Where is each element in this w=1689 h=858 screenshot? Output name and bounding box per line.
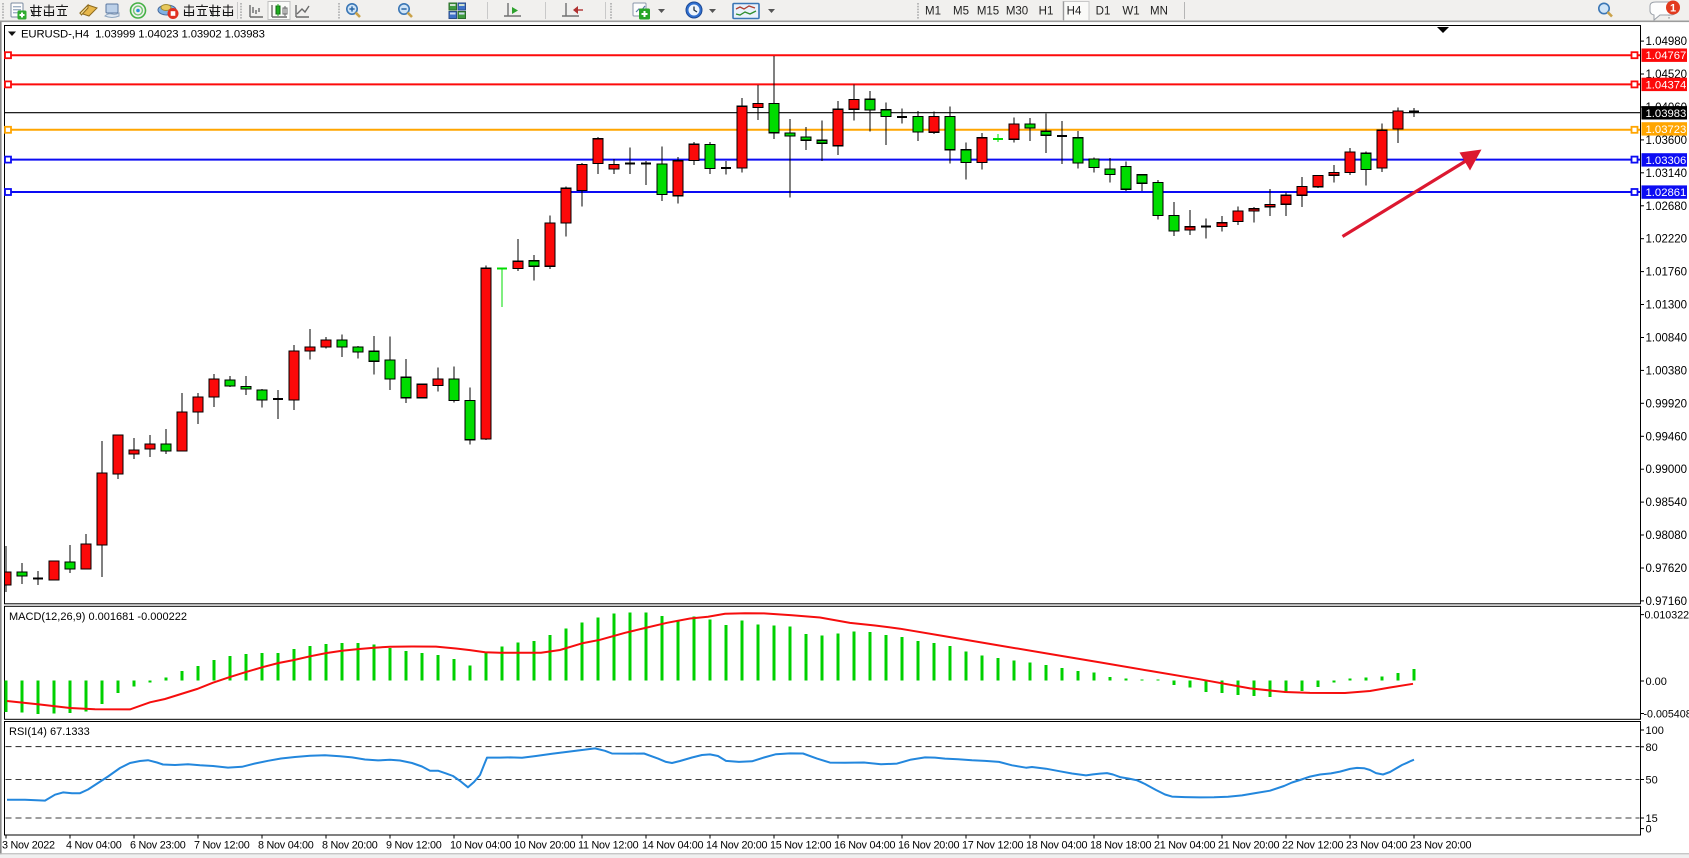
svg-text:1.01300: 1.01300	[1646, 300, 1688, 312]
svg-text:16 Nov 20:00: 16 Nov 20:00	[898, 840, 959, 852]
svg-text:0.99000: 0.99000	[1646, 464, 1688, 476]
svg-text:50: 50	[1646, 775, 1658, 787]
svg-text:0.00: 0.00	[1646, 676, 1667, 688]
svg-text:10 Nov 20:00: 10 Nov 20:00	[514, 840, 575, 852]
svg-text:EURUSD-,H4 1.03999 1.04023 1.: EURUSD-,H4 1.03999 1.04023 1.03902 1.039…	[21, 29, 265, 41]
svg-text:23 Nov 20:00: 23 Nov 20:00	[1410, 840, 1471, 852]
svg-text:22 Nov 12:00: 22 Nov 12:00	[1282, 840, 1343, 852]
svg-text:0.98080: 0.98080	[1646, 530, 1688, 542]
svg-text:4 Nov 04:00: 4 Nov 04:00	[66, 840, 122, 852]
svg-text:W1: W1	[1122, 6, 1139, 18]
svg-text:15 Nov 12:00: 15 Nov 12:00	[770, 840, 831, 852]
svg-text:21 Nov 20:00: 21 Nov 20:00	[1218, 840, 1279, 852]
svg-text:MN: MN	[1150, 6, 1168, 18]
svg-text:1.03306: 1.03306	[1646, 155, 1687, 167]
svg-text:17 Nov 12:00: 17 Nov 12:00	[962, 840, 1023, 852]
svg-text:0.97160: 0.97160	[1646, 596, 1688, 608]
svg-text:1.03983: 1.03983	[1646, 108, 1687, 120]
svg-text:H1: H1	[1039, 6, 1054, 18]
svg-text:1.02220: 1.02220	[1646, 234, 1688, 246]
svg-text:M1: M1	[925, 6, 941, 18]
svg-text:14 Nov 04:00: 14 Nov 04:00	[642, 840, 703, 852]
svg-text:10 Nov 04:00: 10 Nov 04:00	[450, 840, 511, 852]
svg-text:RSI(14) 67.1333: RSI(14) 67.1333	[9, 726, 90, 738]
svg-text:100: 100	[1646, 725, 1664, 737]
svg-text:1.02680: 1.02680	[1646, 201, 1688, 213]
svg-text:M15: M15	[977, 6, 999, 18]
svg-text:M5: M5	[953, 6, 969, 18]
svg-text:23 Nov 04:00: 23 Nov 04:00	[1346, 840, 1407, 852]
svg-text:9 Nov 12:00: 9 Nov 12:00	[386, 840, 442, 852]
svg-text:15: 15	[1646, 813, 1658, 825]
svg-text:1.04374: 1.04374	[1646, 79, 1687, 91]
svg-text:8 Nov 04:00: 8 Nov 04:00	[258, 840, 314, 852]
svg-text:1.04767: 1.04767	[1646, 50, 1687, 62]
svg-text:-0.005408: -0.005408	[1644, 709, 1689, 721]
svg-text:1.03140: 1.03140	[1646, 168, 1688, 180]
svg-text:1.04980: 1.04980	[1646, 36, 1688, 48]
svg-text:18 Nov 18:00: 18 Nov 18:00	[1090, 840, 1151, 852]
svg-text:M30: M30	[1006, 6, 1028, 18]
svg-text:11 Nov 12:00: 11 Nov 12:00	[578, 840, 639, 852]
svg-text:14 Nov 20:00: 14 Nov 20:00	[706, 840, 767, 852]
svg-text:0.98540: 0.98540	[1646, 497, 1688, 509]
svg-text:0.97620: 0.97620	[1646, 563, 1688, 575]
svg-text:1.03600: 1.03600	[1646, 135, 1688, 147]
svg-text:MACD(12,26,9) 0.001681 -0.0002: MACD(12,26,9) 0.001681 -0.000222	[9, 611, 187, 623]
svg-text:8 Nov 20:00: 8 Nov 20:00	[322, 840, 378, 852]
svg-text:1: 1	[1670, 3, 1676, 15]
svg-text:18 Nov 04:00: 18 Nov 04:00	[1026, 840, 1087, 852]
svg-text:16 Nov 04:00: 16 Nov 04:00	[834, 840, 895, 852]
svg-text:21 Nov 04:00: 21 Nov 04:00	[1154, 840, 1215, 852]
svg-text:0: 0	[1646, 824, 1652, 836]
svg-text:1.02861: 1.02861	[1646, 187, 1687, 199]
svg-text:1.03723: 1.03723	[1646, 124, 1687, 136]
svg-text:7 Nov 12:00: 7 Nov 12:00	[194, 840, 250, 852]
svg-text:H4: H4	[1067, 6, 1082, 18]
svg-text:0.99460: 0.99460	[1646, 431, 1688, 443]
svg-text:6 Nov 23:00: 6 Nov 23:00	[130, 840, 186, 852]
svg-text:3 Nov 2022: 3 Nov 2022	[2, 840, 55, 852]
svg-text:0.010322: 0.010322	[1645, 610, 1689, 622]
svg-text:80: 80	[1646, 742, 1658, 754]
svg-text:D1: D1	[1096, 6, 1111, 18]
svg-text:0.99920: 0.99920	[1646, 398, 1688, 410]
svg-text:1.00840: 1.00840	[1646, 333, 1688, 345]
svg-text:1.00380: 1.00380	[1646, 365, 1688, 377]
svg-text:1.01760: 1.01760	[1646, 267, 1688, 279]
